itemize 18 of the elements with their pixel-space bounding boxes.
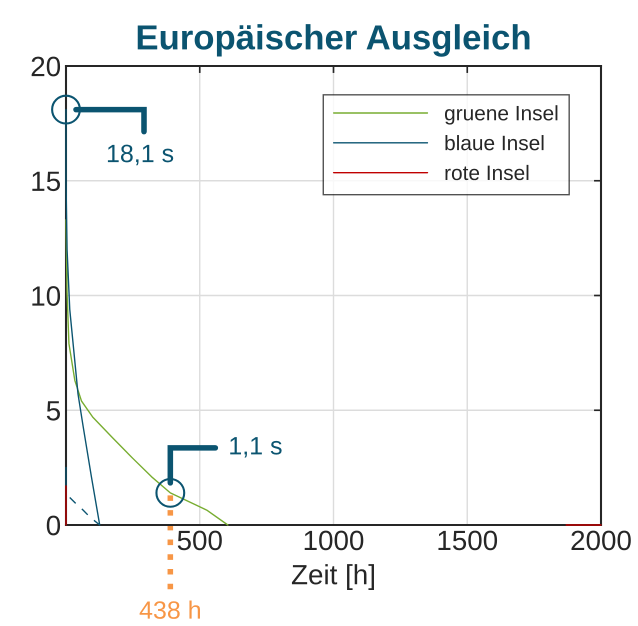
ref-line-label: 438 h — [140, 600, 200, 619]
y-tick-label: 0 — [46, 516, 60, 536]
annotation: 1,1 s — [230, 437, 282, 458]
legend-label: gruene Insel — [444, 105, 558, 125]
y-tick-label: 5 — [46, 401, 60, 421]
y-tick-label: 20 — [32, 56, 60, 76]
legend-label: rote Insel — [445, 164, 528, 180]
x-tick-label: 1000 — [304, 530, 364, 550]
chart-title: Europäischer Ausgleich — [138, 24, 530, 57]
annotation: 18,1 s — [108, 144, 174, 166]
line-series — [65, 219, 229, 526]
x-tick-label: 1500 — [438, 530, 498, 550]
x-tick-label: 2000 — [572, 530, 631, 550]
y-tick-label: 10 — [32, 286, 60, 306]
x-axis-title: Zeit [h] — [292, 564, 374, 590]
y-tick-label: 15 — [32, 172, 60, 192]
legend-label: blaue Insel — [445, 135, 544, 150]
x-tick-label: 500 — [178, 530, 222, 550]
